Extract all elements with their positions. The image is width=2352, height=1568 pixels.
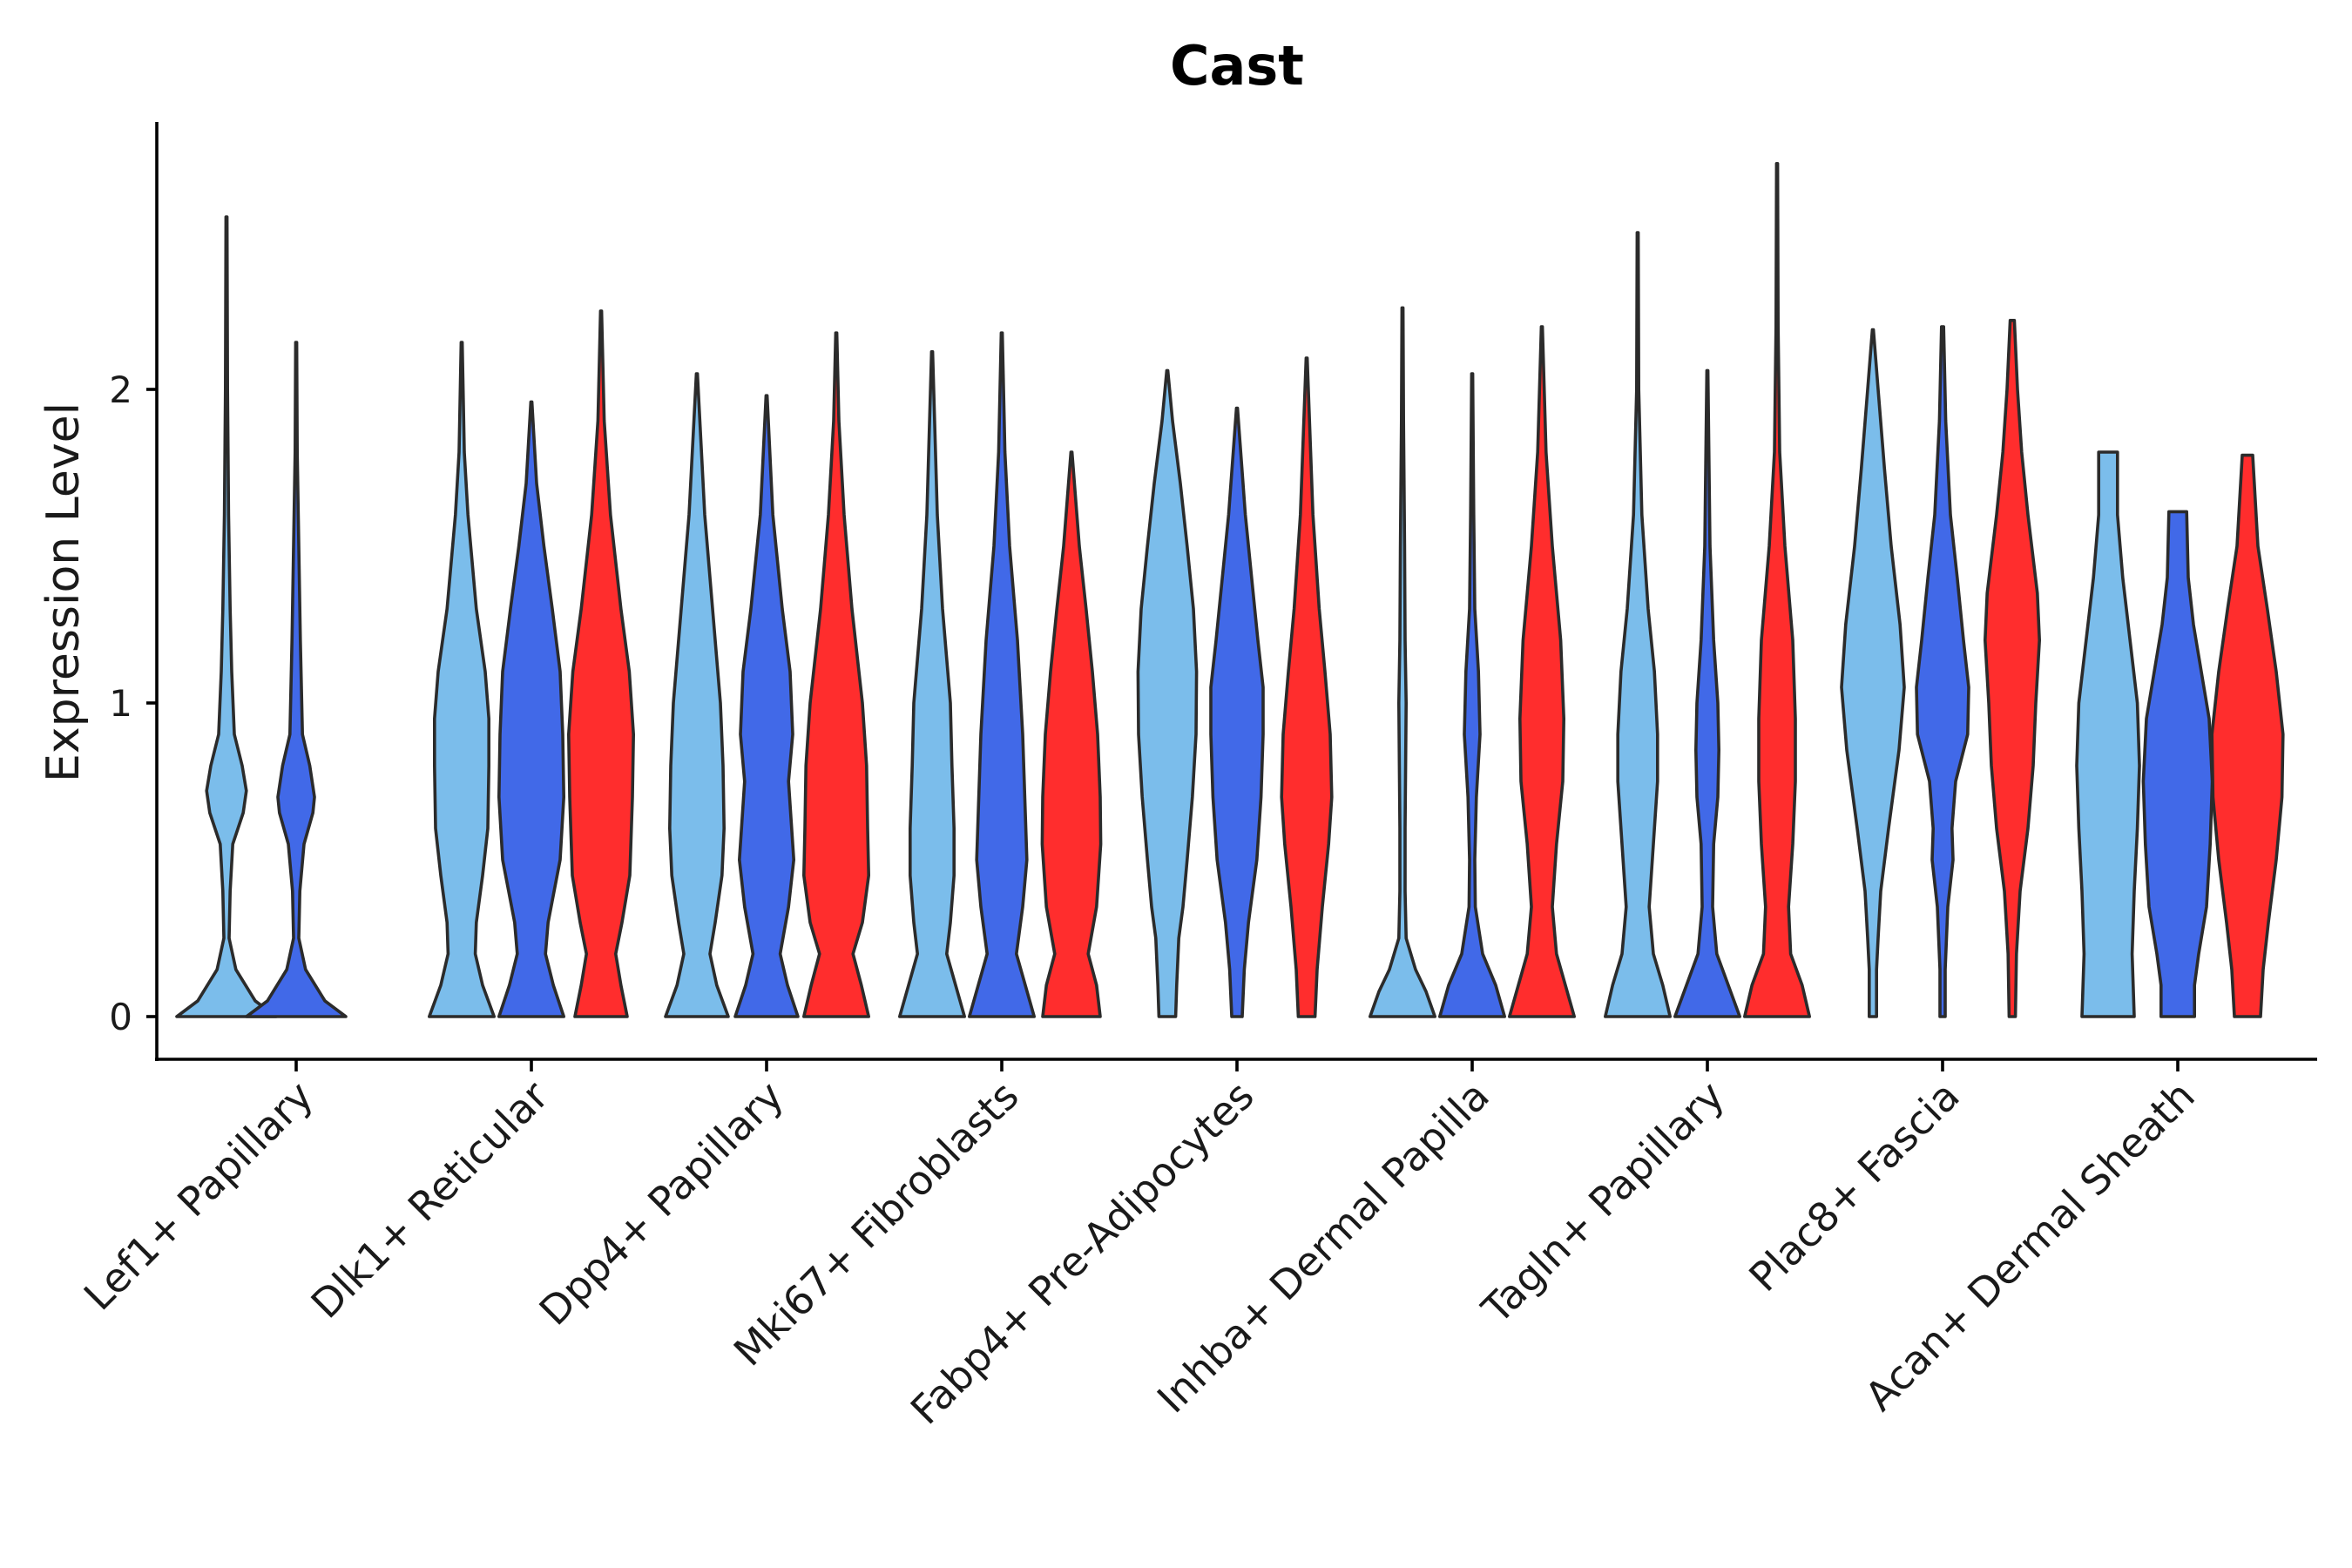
violin-7-group-1	[1840, 328, 1906, 1018]
y-axis-ticks: 0 1 2	[109, 368, 157, 1038]
x-tick-label: Tagln+ Papillary	[1472, 1072, 1734, 1334]
violin-8-group-1	[2075, 450, 2141, 1018]
violin-0-group-2	[245, 341, 348, 1018]
violin-2-group-3	[802, 331, 870, 1018]
violin-4-group-1	[1136, 368, 1199, 1018]
violin-6-group-3	[1743, 162, 1811, 1018]
violin-8-group-3	[2210, 453, 2285, 1018]
violin-1-group-3	[567, 309, 635, 1018]
violin-2-group-1	[664, 372, 730, 1018]
y-tick-label: 0	[109, 996, 132, 1038]
chart-title: Cast	[1170, 34, 1304, 98]
violin-2-group-2	[733, 394, 800, 1018]
violin-3-group-1	[898, 350, 966, 1018]
violin-6-group-1	[1604, 231, 1672, 1018]
violin-4-group-3	[1280, 356, 1334, 1018]
violin-5-group-2	[1438, 372, 1506, 1018]
x-tick-label: Dlk1+ Reticular	[302, 1072, 558, 1328]
violin-3-group-3	[1040, 450, 1103, 1018]
x-tick-label: Lef1+ Papillary	[75, 1072, 322, 1320]
y-tick-label: 1	[109, 682, 132, 725]
violin-5-group-1	[1369, 306, 1436, 1018]
violin-5-group-3	[1508, 325, 1576, 1018]
violin-6-group-2	[1673, 368, 1741, 1018]
x-tick-label: Plac8+ Fascia	[1740, 1072, 1968, 1301]
violin-1-group-2	[497, 400, 565, 1018]
violin-0-group-1	[175, 215, 278, 1018]
violin-layer	[175, 162, 2285, 1018]
violin-4-group-2	[1209, 406, 1265, 1018]
x-tick-label: Dpp4+ Papillary	[531, 1072, 793, 1335]
violin-7-group-2	[1915, 325, 1970, 1018]
y-tick-label: 2	[109, 368, 132, 411]
violin-8-group-2	[2141, 510, 2214, 1018]
violin-1-group-1	[428, 341, 496, 1018]
violin-3-group-2	[968, 331, 1036, 1018]
violin-7-group-3	[1984, 319, 2041, 1018]
y-axis-label: Expression Level	[37, 402, 90, 782]
